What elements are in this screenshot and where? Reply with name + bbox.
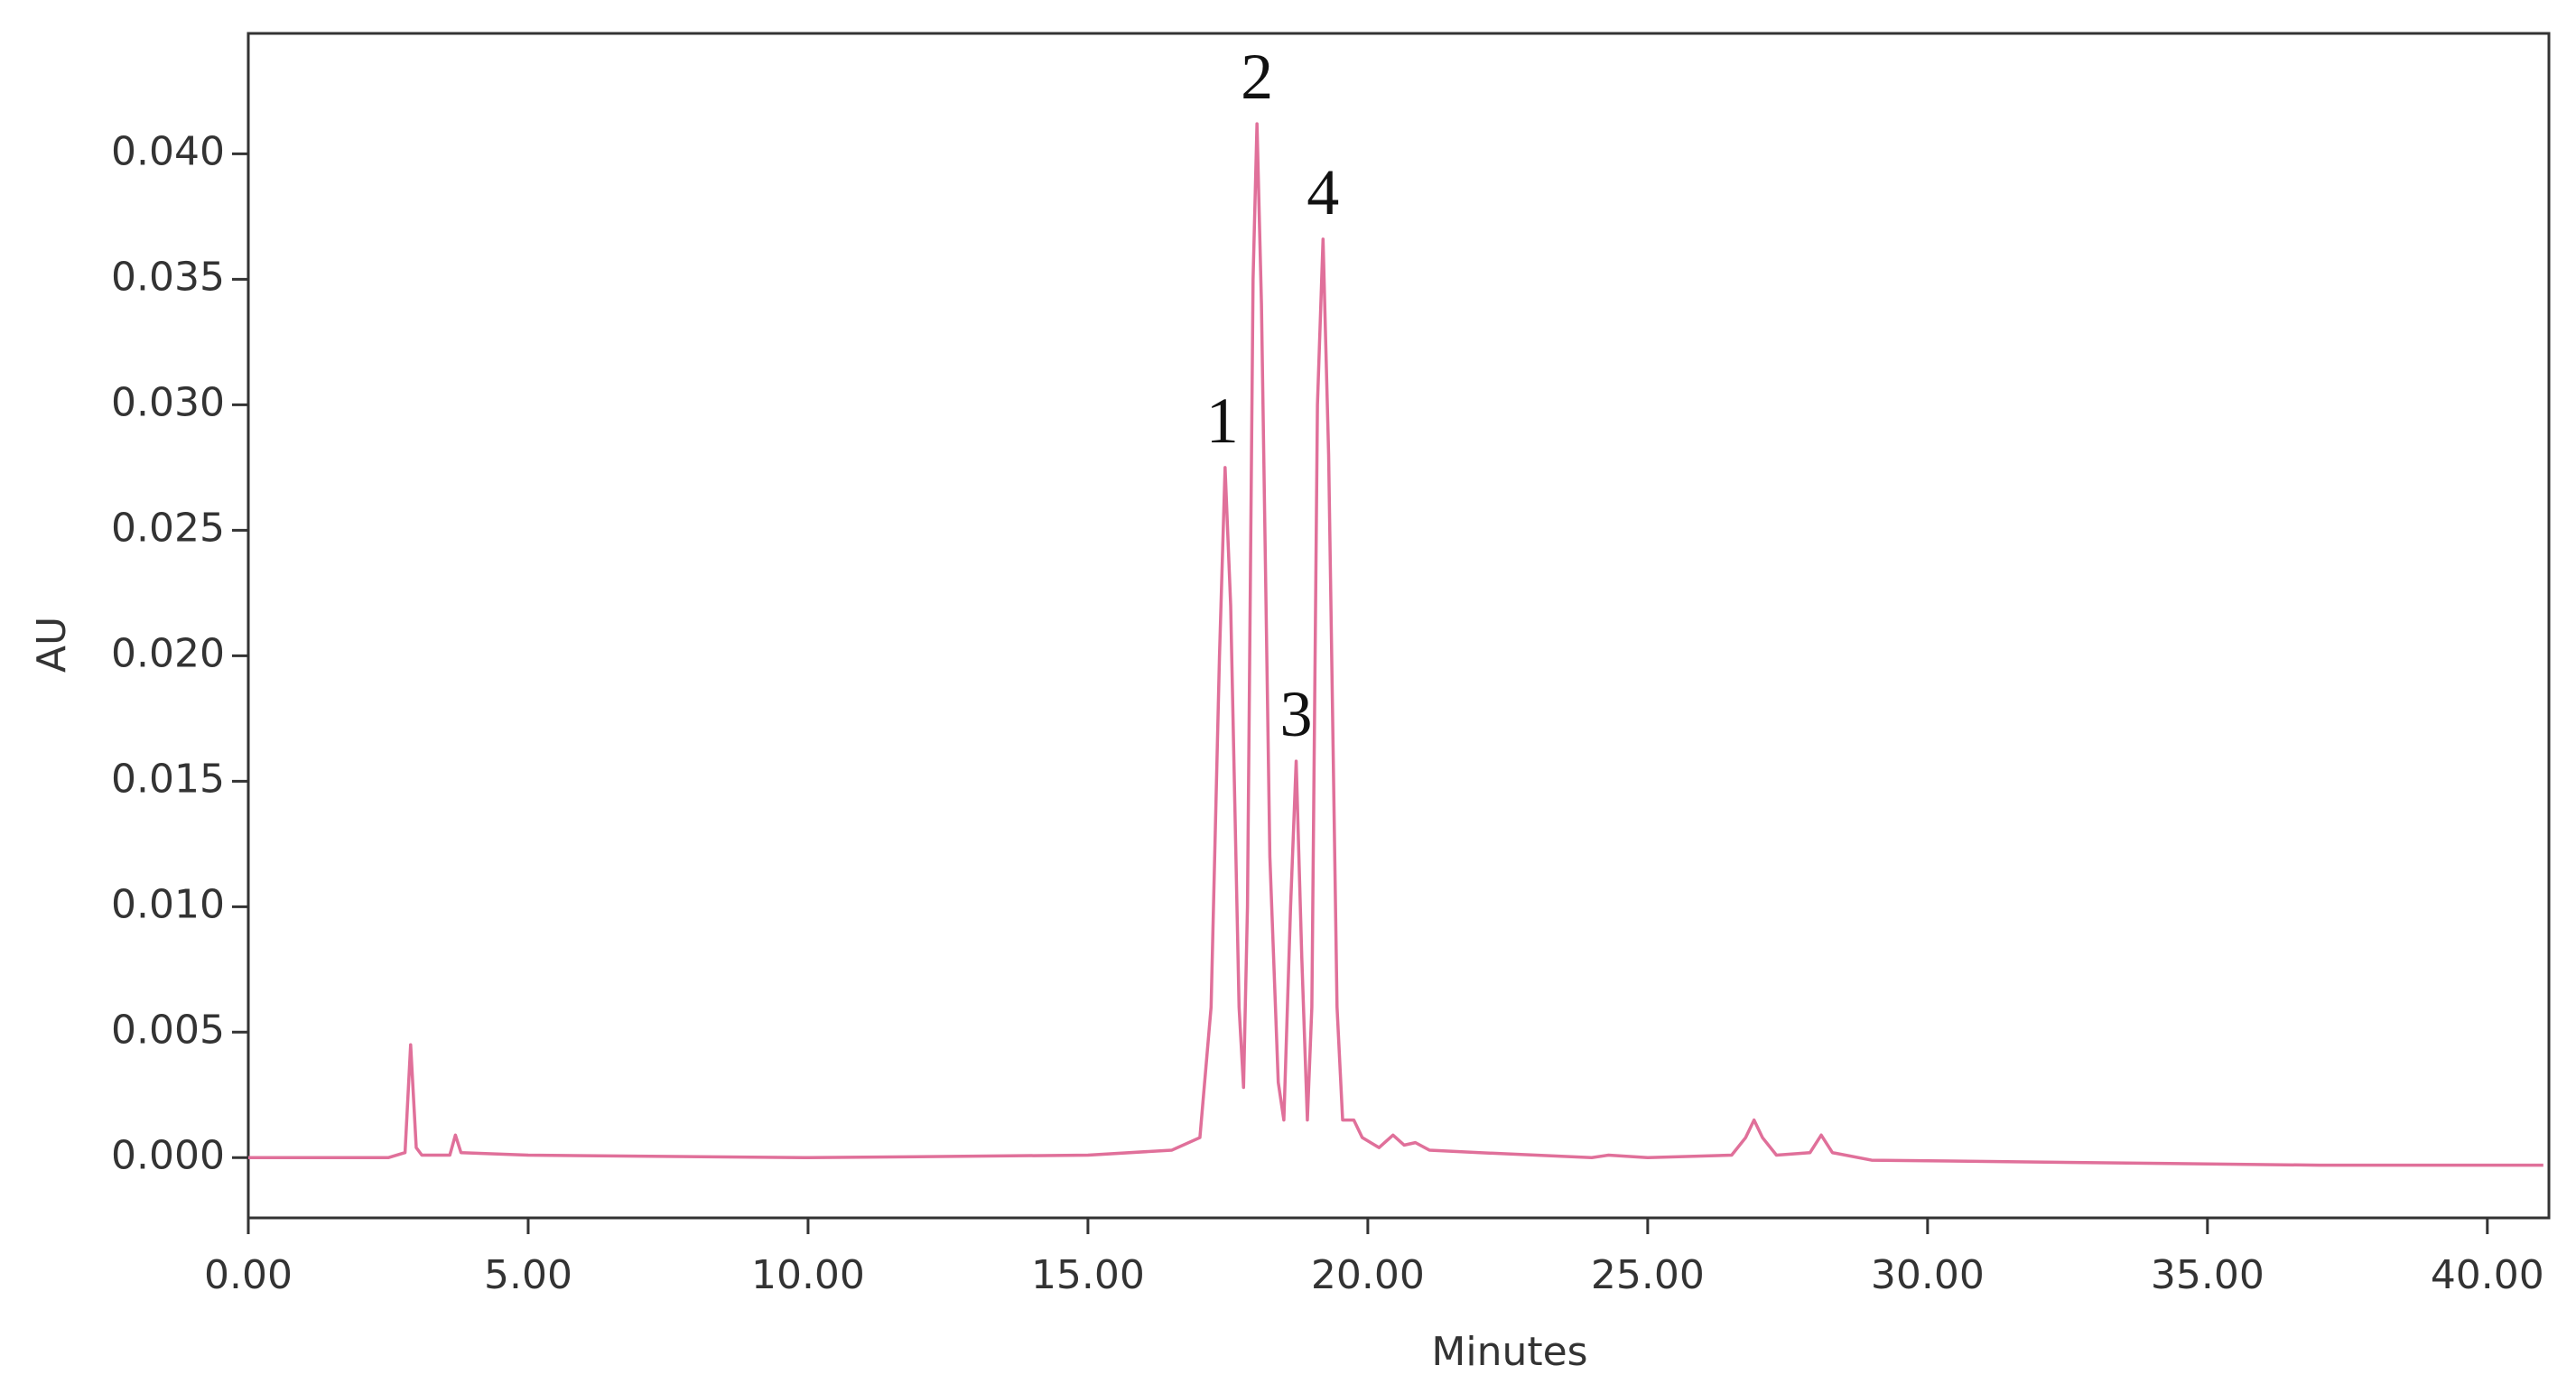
y-tick-label: 0.020 [111,630,225,676]
peak-label: 3 [1280,678,1313,750]
x-tick-label: 35.00 [2151,1252,2264,1298]
x-tick-label: 5.00 [484,1252,572,1298]
y-tick-label: 0.035 [111,254,225,300]
peak-label: 4 [1307,156,1339,228]
x-tick-label: 15.00 [1031,1252,1145,1298]
peak-label: 2 [1241,41,1273,113]
plot-frame [246,32,2551,1220]
x-tick-label: 20.00 [1311,1252,1425,1298]
y-tick-label: 0.025 [111,505,225,551]
x-tick-label: 10.00 [751,1252,865,1298]
y-tick-label: 0.030 [111,379,225,425]
x-tick-label: 25.00 [1591,1252,1705,1298]
y-tick-label: 0.000 [111,1132,225,1178]
x-tick-label: 30.00 [1871,1252,1985,1298]
y-axis-label: AU [29,617,75,673]
peak-label: 1 [1206,385,1239,457]
y-tick-label: 0.005 [111,1007,225,1053]
y-tick-label: 0.040 [111,128,225,174]
y-tick-label: 0.010 [111,881,225,927]
x-tick-label: 40.00 [2431,1252,2544,1298]
x-tick-label: 0.00 [204,1252,293,1298]
chromatogram-line [248,122,2543,1167]
y-tick-label: 0.015 [111,756,225,802]
x-axis-label: Minutes [1431,1329,1587,1375]
